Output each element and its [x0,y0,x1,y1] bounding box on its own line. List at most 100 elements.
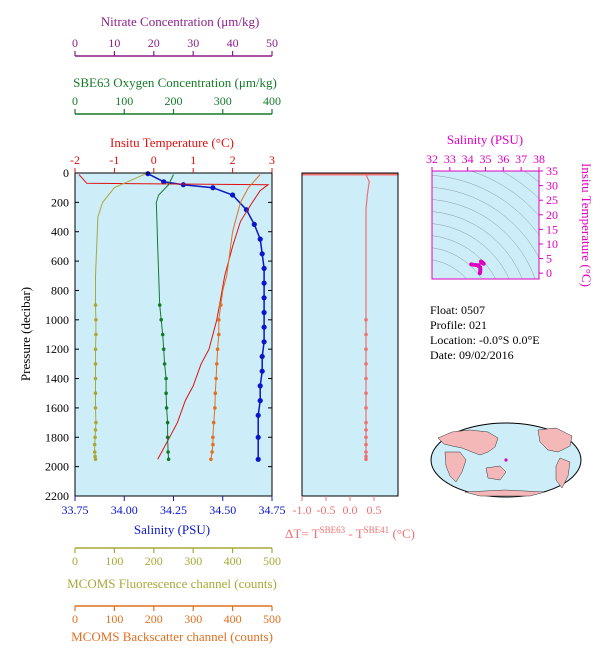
series-point-0 [230,192,236,198]
nitrate-axis-label: Nitrate Concentration (μm/kg) [101,14,260,29]
oxygen-axis: SBE63 Oxygen Concentration (μm/kg) 0 100 2… [72,75,281,115]
series-point-0 [261,295,267,301]
series-point-0 [261,265,267,271]
series-point-0 [161,179,167,185]
series-point-2 [165,420,170,425]
backscatter-tick-label: 400 [224,612,242,626]
ts-temperature-tick-label: 10 [546,237,558,251]
ts-temperature-tick-label: 35 [546,164,558,178]
fluorescence-tick-label: 200 [145,554,163,568]
main-profile-plot: -2 -1 0 1 2 3 0 200 400 600 800 1000 1200 1400 1600 18… [45,153,286,517]
series-line-0 [147,173,265,460]
location: Location: -0.0°S 0.0°E [430,333,540,347]
series-point-2 [165,435,170,440]
nitrate-tick-label: 30 [187,36,199,50]
pressure-tick-label: 800 [51,283,69,297]
series-point-0 [261,324,267,330]
delta-point [364,450,368,454]
delta-point [364,457,368,462]
ts-salinity-tick-label: 36 [497,152,509,166]
date: Date: 09/02/2016 [430,348,514,362]
ts-salinity-tick-label: 38 [533,152,545,166]
backscatter-axis: 0 100 200 300 400 500 MCOMS Backscatter chann… [71,605,281,644]
nitrate-axis: Nitrate Concentration (μm/kg) 0 10 20 30 40 5… [72,14,278,57]
series-point-0 [259,368,265,374]
pressure-tick-label: 2200 [45,489,69,503]
series-point-3 [93,376,98,381]
temperature-tick-label: -1 [109,153,119,167]
series-point-4 [215,362,219,366]
delta-point [364,442,368,447]
delta-point [364,376,368,381]
series-line-4 [210,174,261,460]
series-point-0 [255,412,261,418]
ts-temperature-tick-label: 20 [546,208,558,222]
series-point-4 [215,347,220,352]
series-point-0 [257,398,263,404]
salinity-tick-label: 34.50 [209,503,236,517]
ts-temperature-tick-label: 5 [546,252,552,266]
ts-salinity-label: Salinity (PSU) [447,132,523,147]
series-point-4 [217,332,221,337]
nitrate-tick-label: 40 [227,36,239,50]
float-info: Float: 0507 Profile: 021 Location: -0.0°… [430,303,540,362]
series-point-3 [93,347,98,352]
ts-point [479,259,483,264]
temperature-tick-label: 0 [151,153,157,167]
map-land-north-america [537,427,573,453]
series-point-2 [166,450,170,454]
series-point-2 [164,391,168,396]
oxygen-tick-label: 400 [263,94,281,108]
series-point-4 [219,303,223,307]
salinity-tick-label: 33.75 [62,503,89,517]
oxygen-axis-label: SBE63 Oxygen Concentration (μm/kg) [73,75,277,90]
pressure-tick-label: 1200 [45,342,69,356]
pressure-axis-label: Pressure (decibar) [18,287,33,381]
backscatter-tick-label: 300 [184,612,202,626]
pressure-tick-label: 1400 [45,372,69,386]
fluorescence-tick-label: 500 [263,554,281,568]
series-point-3 [93,457,98,462]
series-point-4 [209,457,213,462]
delta-plot-background [302,173,398,496]
ts-background [432,171,539,279]
oxygen-tick-label: 0 [72,94,78,108]
temperature-tick-label: 3 [269,153,275,167]
backscatter-tick-label: 100 [105,612,123,626]
salinity-tick-label: 34.25 [160,503,187,517]
series-point-0 [261,339,267,345]
ts-salinity-tick-label: 32 [426,152,438,166]
map-land-antarctica [464,489,546,497]
world-map [430,422,582,498]
oxygen-tick-label: 300 [214,94,232,108]
series-line-1 [78,174,270,460]
map-land-asia [437,429,499,456]
series-point-4 [211,420,216,425]
series-point-2 [161,347,166,352]
ts-salinity-tick-label: 37 [515,152,527,166]
delta-t-axis-label: ΔT= TSBE63 - TSBE41 (°C) [285,525,415,541]
map-land-south-america [555,457,571,489]
series-point-2 [159,318,163,322]
pressure-tick-label: 1800 [45,430,69,444]
series-point-0 [259,353,265,360]
backscatter-axis-label: MCOMS Backscatter channel (counts) [71,629,273,644]
delta-point [364,362,368,366]
profile-number: Profile: 021 [430,318,487,332]
ts-temperature-tick-label: 30 [546,179,558,193]
delta-tick-label: -0.5 [317,503,336,517]
series-point-3 [93,435,97,440]
pressure-tick-label: 200 [51,195,69,209]
pressure-tick-label: 1600 [45,401,69,415]
backscatter-tick-label: 200 [145,612,163,626]
backscatter-tick-label: 0 [72,612,78,626]
series-point-4 [217,318,221,322]
nitrate-tick-label: 10 [108,36,120,50]
fluorescence-tick-label: 0 [72,554,78,568]
nitrate-tick-label: 50 [266,36,278,50]
series-point-3 [94,420,98,425]
series-point-0 [261,280,267,286]
fluorescence-tick-label: 100 [105,554,123,568]
temperature-tick-label: 2 [230,153,236,167]
